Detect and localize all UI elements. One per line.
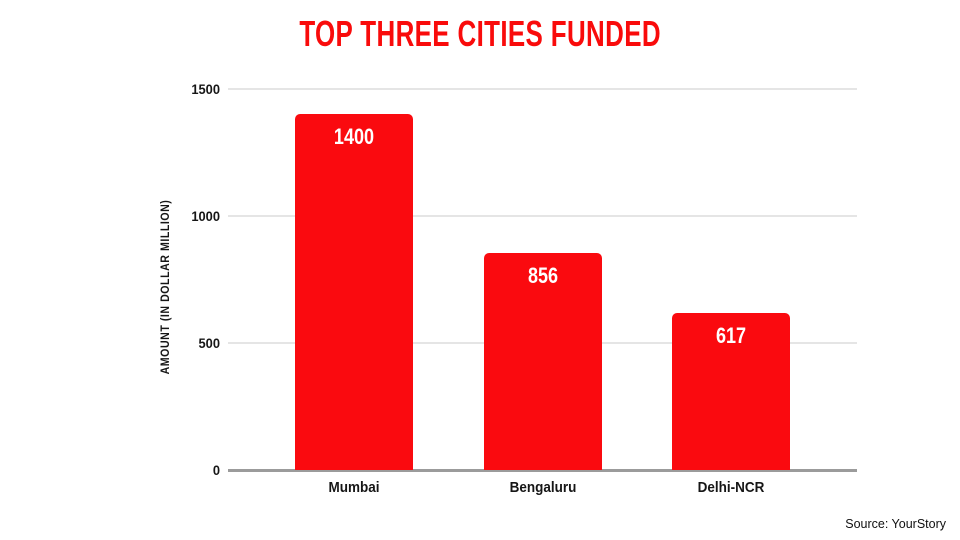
y-tick-label-1000: 1000 — [191, 208, 220, 224]
bar-value-label: 617 — [716, 323, 747, 349]
x-category-label-bengaluru: Bengaluru — [509, 479, 576, 496]
gridline-1500 — [228, 88, 857, 90]
x-axis-line — [228, 468, 857, 472]
x-category-label-mumbai: Mumbai — [328, 479, 380, 496]
bar-delhi-ncr[interactable]: 617 — [672, 313, 791, 470]
chart-title-text: TOP THREE CITIES FUNDED — [299, 13, 661, 54]
gridline-1000 — [228, 215, 857, 217]
y-tick-label-0: 0 — [212, 462, 220, 478]
x-category-label-delhi-ncr: Delhi-NCR — [697, 479, 765, 496]
bar-value-label: 1400 — [333, 124, 374, 150]
y-tick-label-500: 500 — [198, 335, 220, 351]
y-tick-label-1500: 1500 — [191, 81, 220, 97]
bar-mumbai[interactable]: 1400 — [294, 114, 413, 470]
bar-bengaluru[interactable]: 856 — [483, 252, 602, 470]
chart-title: TOP THREE CITIES FUNDED — [0, 16, 960, 52]
source-credit: Source: YourStory — [845, 517, 946, 531]
bar-value-label: 856 — [527, 262, 558, 288]
